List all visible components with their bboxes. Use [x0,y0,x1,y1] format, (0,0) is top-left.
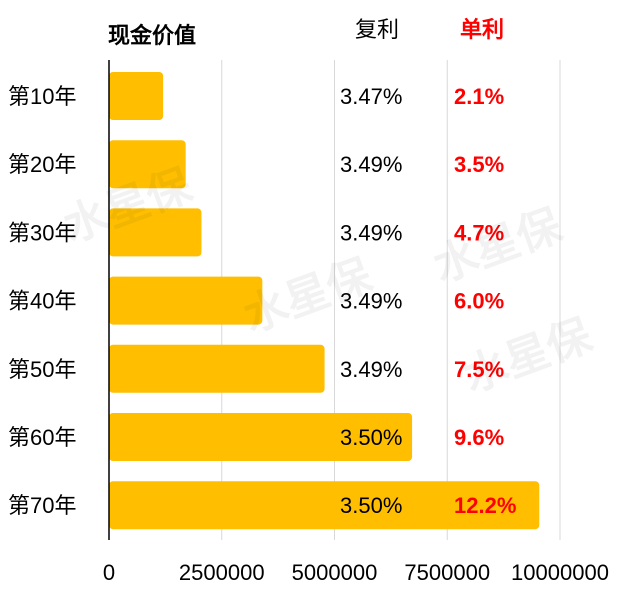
simple-rate-label: 9.6% [454,425,504,450]
category-label: 第30年 [8,220,76,245]
compound-rate-label: 3.49% [340,152,402,177]
compound-rate-label: 3.50% [340,493,402,518]
simple-rate-label: 12.2% [454,493,516,518]
bar [109,481,540,530]
x-tick-label: 2500000 [179,560,265,585]
simple-rate-label: 2.1% [454,84,504,109]
compound-rate-label: 3.47% [340,84,402,109]
x-tick-label: 10000000 [511,560,609,585]
category-label: 第60年 [8,425,76,450]
compound-rate-header: 复利 [355,17,400,42]
chart-title: 现金价值 [108,23,197,48]
compound-rate-label: 3.50% [340,425,402,450]
simple-rate-label: 3.5% [454,152,504,177]
simple-rate-label: 6.0% [454,289,504,314]
bar [109,276,263,325]
x-tick-label: 7500000 [404,560,490,585]
compound-rate-label: 3.49% [340,289,402,314]
category-label: 第50年 [8,357,76,382]
bar [109,344,325,393]
simple-rate-label: 7.5% [454,357,504,382]
category-label: 第70年 [8,493,76,518]
bar [109,413,413,461]
x-tick-label: 0 [103,560,115,585]
category-label: 第10年 [8,84,76,109]
bar [109,140,186,189]
category-label: 第20年 [8,152,76,177]
x-tick-label: 5000000 [292,560,378,585]
compound-rate-label: 3.49% [340,220,402,245]
compound-rate-label: 3.49% [340,357,402,382]
bar [109,208,202,257]
category-label: 第40年 [8,289,76,314]
simple-rate-header: 单利 [460,17,505,42]
simple-rate-label: 4.7% [454,220,504,245]
bar [109,72,164,120]
